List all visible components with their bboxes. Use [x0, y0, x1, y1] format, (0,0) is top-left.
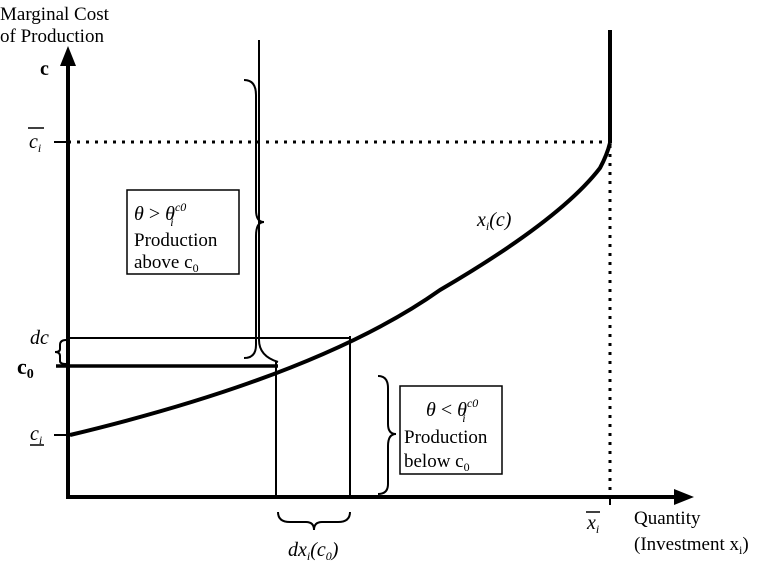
c-under-label: ci — [30, 423, 42, 447]
upper-region-leader — [258, 40, 279, 363]
upper-box-line2: Production — [134, 230, 218, 251]
x-axis-arrowhead — [674, 489, 694, 505]
x-bar-label: xi — [586, 512, 599, 536]
lower-box-condition: θ < θc0 i — [426, 396, 478, 425]
upper-box-line3: above c0 — [134, 252, 199, 275]
dx-label: dxi(c0) — [288, 539, 339, 563]
y-axis-title-line2: of Production — [0, 26, 104, 47]
supply-curve — [69, 142, 612, 437]
upper-box-condition: θ > θc0 i — [134, 200, 186, 229]
supply-curve-label: xi(c) — [476, 209, 512, 233]
x-axis-title-line1: Quantity — [634, 508, 701, 529]
lower-region-box — [399, 385, 503, 475]
upper-region-box — [126, 189, 240, 275]
lower-box-line2: Production — [404, 427, 488, 448]
upper-region-brace — [243, 79, 265, 359]
c-bar-label: ci — [29, 131, 41, 155]
dc-brace — [54, 339, 67, 365]
c0-label: c0 — [17, 354, 34, 382]
dx-brace — [277, 511, 351, 531]
lower-box-line3: below c0 — [404, 451, 470, 474]
lower-region-brace — [377, 375, 397, 495]
dc-label: dc — [30, 327, 49, 349]
x-axis-title-line2: (Investment xi) — [634, 534, 749, 557]
y-axis-arrowhead — [60, 46, 76, 66]
y-axis-title-line1: Marginal Cost — [0, 4, 110, 25]
y-axis-symbol: c — [40, 58, 49, 80]
